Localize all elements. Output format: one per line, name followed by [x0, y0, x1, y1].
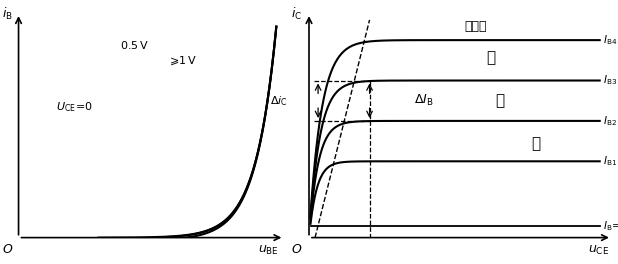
Text: $U_{\rm CE}\!=\!0$: $U_{\rm CE}\!=\!0$: [56, 100, 93, 114]
Text: $0.5\,{\rm V}$: $0.5\,{\rm V}$: [119, 39, 148, 51]
Text: $i_{\rm B}$: $i_{\rm B}$: [2, 6, 14, 22]
Text: $O$: $O$: [2, 243, 14, 256]
Text: $\Delta i_{\rm C}$: $\Delta i_{\rm C}$: [270, 94, 287, 108]
Text: $i_{\rm C}$: $i_{\rm C}$: [291, 6, 302, 22]
Text: $\Delta I_{\rm B}$: $\Delta I_{\rm B}$: [414, 93, 434, 108]
Text: $I_{\rm B3}$: $I_{\rm B3}$: [603, 74, 617, 87]
Text: $I_{\rm B}\!=\!0$: $I_{\rm B}\!=\!0$: [603, 219, 618, 233]
Text: $u_{\rm CE}$: $u_{\rm CE}$: [588, 244, 609, 257]
Text: $O$: $O$: [291, 243, 303, 256]
Text: 饱和区: 饱和区: [464, 20, 487, 33]
Text: 大: 大: [495, 93, 504, 108]
Text: $\geqslant\!1\,{\rm V}$: $\geqslant\!1\,{\rm V}$: [167, 54, 198, 67]
Text: 放: 放: [486, 51, 495, 65]
Text: $u_{\rm BE}$: $u_{\rm BE}$: [258, 244, 279, 257]
Text: $I_{\rm B4}$: $I_{\rm B4}$: [603, 33, 617, 47]
Text: $I_{\rm B1}$: $I_{\rm B1}$: [603, 154, 617, 168]
Text: 区: 区: [531, 136, 541, 151]
Text: $I_{\rm B2}$: $I_{\rm B2}$: [603, 114, 617, 128]
